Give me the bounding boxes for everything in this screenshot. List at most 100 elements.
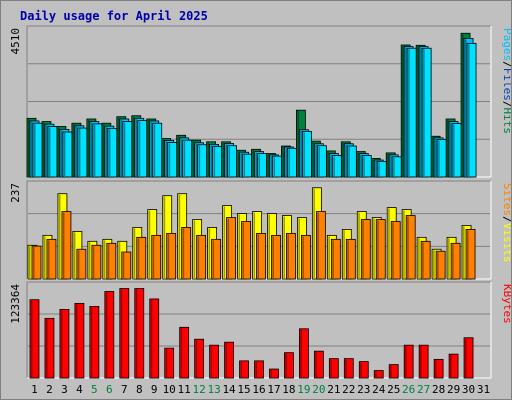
bar-shade — [312, 142, 314, 176]
x-tick-label: 19 — [297, 383, 310, 396]
bar-body — [166, 232, 177, 280]
bar-shade — [178, 194, 181, 278]
bar-shade — [27, 119, 30, 176]
bar-shade — [348, 147, 350, 176]
bar-body — [179, 326, 190, 379]
bar-shade — [193, 220, 196, 278]
bar-shade — [183, 141, 186, 176]
bar-body — [284, 352, 294, 379]
bar-body — [134, 288, 145, 379]
bar-shade — [228, 146, 231, 176]
bar-body — [299, 328, 309, 379]
bar-shade — [450, 355, 452, 377]
bar-shade — [435, 138, 437, 176]
bar-pages — [182, 139, 193, 178]
bar-body — [345, 238, 356, 280]
x-tick-label: 26 — [402, 383, 415, 396]
bar-shade — [253, 212, 255, 278]
bar-shade — [360, 154, 362, 176]
bar-shade — [447, 119, 449, 176]
bar-sites — [106, 242, 117, 280]
legend-part: / — [501, 61, 511, 68]
bar-shade — [318, 146, 320, 176]
bar-body — [405, 215, 416, 280]
bar-body — [358, 361, 369, 379]
bar-shade — [137, 238, 140, 278]
bar-body — [226, 217, 236, 280]
bar-pages — [376, 160, 387, 178]
bar-shade — [375, 161, 377, 176]
bar-body — [121, 251, 132, 280]
bar-body — [388, 364, 399, 379]
panel-kbytes: 123364 KBytes — [9, 281, 511, 379]
bar-kbytes — [463, 337, 474, 379]
bar-kbytes — [433, 358, 444, 379]
bar-body — [375, 219, 386, 280]
bar-shade — [452, 244, 454, 278]
bar-body — [104, 291, 115, 379]
bar-shade — [93, 124, 96, 176]
bar-body — [31, 245, 42, 280]
bar-shade — [90, 307, 93, 377]
bar-body — [181, 227, 192, 280]
x-tick-label: 22 — [342, 383, 355, 396]
bar-pages — [466, 42, 477, 178]
bar-shade — [47, 240, 50, 278]
x-tick-label: 25 — [387, 383, 400, 396]
bar-shade — [150, 299, 153, 377]
bar-shade — [297, 111, 299, 176]
y-max-label: 237 — [9, 183, 22, 203]
x-tick-label: 28 — [432, 383, 445, 396]
bar-body — [74, 303, 85, 379]
bar-kbytes — [269, 368, 279, 379]
bar-sites — [91, 244, 102, 280]
bar-pages — [391, 156, 402, 178]
y-max-label: 4510 — [9, 28, 22, 55]
bar-shade — [375, 371, 377, 377]
bar-sites — [435, 250, 446, 280]
bar-shade — [88, 242, 91, 278]
bar-shade — [225, 144, 228, 176]
bar-shade — [463, 226, 465, 278]
bar-body — [256, 232, 266, 280]
bar-shade — [270, 155, 272, 176]
bar-pages — [257, 153, 267, 178]
bar-pages — [107, 128, 118, 178]
bar-shade — [372, 159, 374, 176]
bar-body — [47, 126, 58, 178]
bar-shade — [255, 361, 257, 377]
bar-shade — [300, 130, 302, 176]
bar-body — [286, 232, 296, 280]
bar-body — [287, 147, 297, 178]
x-tick-label: 7 — [121, 383, 128, 396]
bar-shade — [252, 150, 254, 176]
bar-shade — [147, 119, 150, 176]
bar-kbytes — [284, 352, 294, 379]
bar-shade — [167, 234, 170, 278]
bar-kbytes — [29, 299, 40, 379]
bar-body — [197, 144, 208, 178]
x-tick-label: 23 — [357, 383, 370, 396]
bar-sites — [256, 232, 266, 280]
bar-shade — [377, 220, 379, 278]
bar-body — [167, 142, 178, 178]
bar-shade — [105, 127, 108, 176]
bar-body — [346, 145, 357, 178]
bar-kbytes — [164, 347, 175, 379]
bar-shade — [72, 124, 75, 176]
bar-shade — [73, 232, 76, 278]
bar-body — [391, 156, 402, 178]
bar-pages — [436, 139, 447, 178]
bar-sites — [211, 238, 221, 280]
bar-sites — [166, 232, 177, 280]
bar-shade — [195, 143, 198, 176]
bar-kbytes — [343, 358, 354, 379]
bar-shade — [432, 137, 434, 176]
bar-shade — [237, 151, 240, 176]
bar-shade — [298, 218, 300, 278]
bar-sites — [450, 242, 461, 280]
bar-kbytes — [254, 360, 264, 379]
bar-body — [61, 211, 72, 280]
bar-shade — [198, 145, 201, 176]
bar-shade — [317, 212, 319, 278]
